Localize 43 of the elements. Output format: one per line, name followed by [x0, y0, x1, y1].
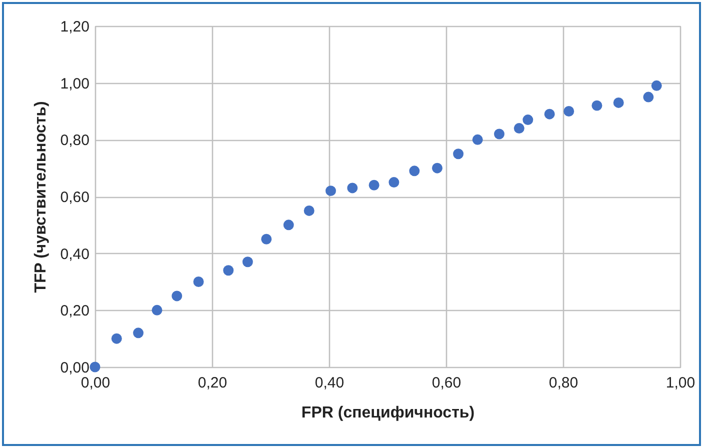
- point: [643, 92, 654, 102]
- point: [368, 180, 380, 190]
- y-tick-label: 1,00: [60, 75, 90, 92]
- point: [152, 304, 162, 316]
- point: [193, 276, 204, 287]
- point: [472, 134, 483, 145]
- point: [522, 114, 534, 126]
- point: [514, 123, 524, 134]
- point: [651, 80, 662, 91]
- point: [592, 100, 602, 111]
- point: [111, 333, 122, 344]
- x-tick-label: 0,00: [80, 374, 110, 392]
- y-tick-label: 0,60: [60, 189, 90, 206]
- x-tick-label: 0,40: [314, 374, 344, 392]
- point: [223, 265, 234, 276]
- point: [261, 234, 272, 244]
- y-axis-title: TFP (чувствительность): [32, 101, 50, 293]
- point: [388, 177, 400, 188]
- y-tick-label: 0,40: [60, 246, 90, 263]
- point: [347, 182, 358, 194]
- point: [613, 97, 624, 108]
- point: [283, 220, 294, 230]
- point: [172, 290, 182, 302]
- x-tick-label: 1,00: [666, 374, 696, 392]
- y-tick-label: 0,80: [60, 132, 90, 150]
- x-tick-label: 0,20: [198, 374, 228, 392]
- point: [453, 148, 464, 160]
- y-tick-label: 0,20: [60, 302, 90, 320]
- point: [432, 162, 442, 174]
- point: [326, 186, 336, 196]
- x-tick-label: 0,80: [548, 374, 578, 392]
- x-tick-label: 0,60: [432, 374, 462, 392]
- y-tick-label: 0,00: [60, 360, 90, 376]
- point: [494, 128, 504, 140]
- x-axis-title: FPR (специфичность): [301, 404, 475, 422]
- point: [304, 205, 314, 216]
- y-tick-label: 1,20: [60, 18, 90, 36]
- point: [564, 106, 574, 116]
- point: [409, 166, 420, 176]
- point: [133, 328, 144, 338]
- point: [544, 108, 555, 120]
- point: [242, 256, 253, 268]
- point: [90, 362, 100, 372]
